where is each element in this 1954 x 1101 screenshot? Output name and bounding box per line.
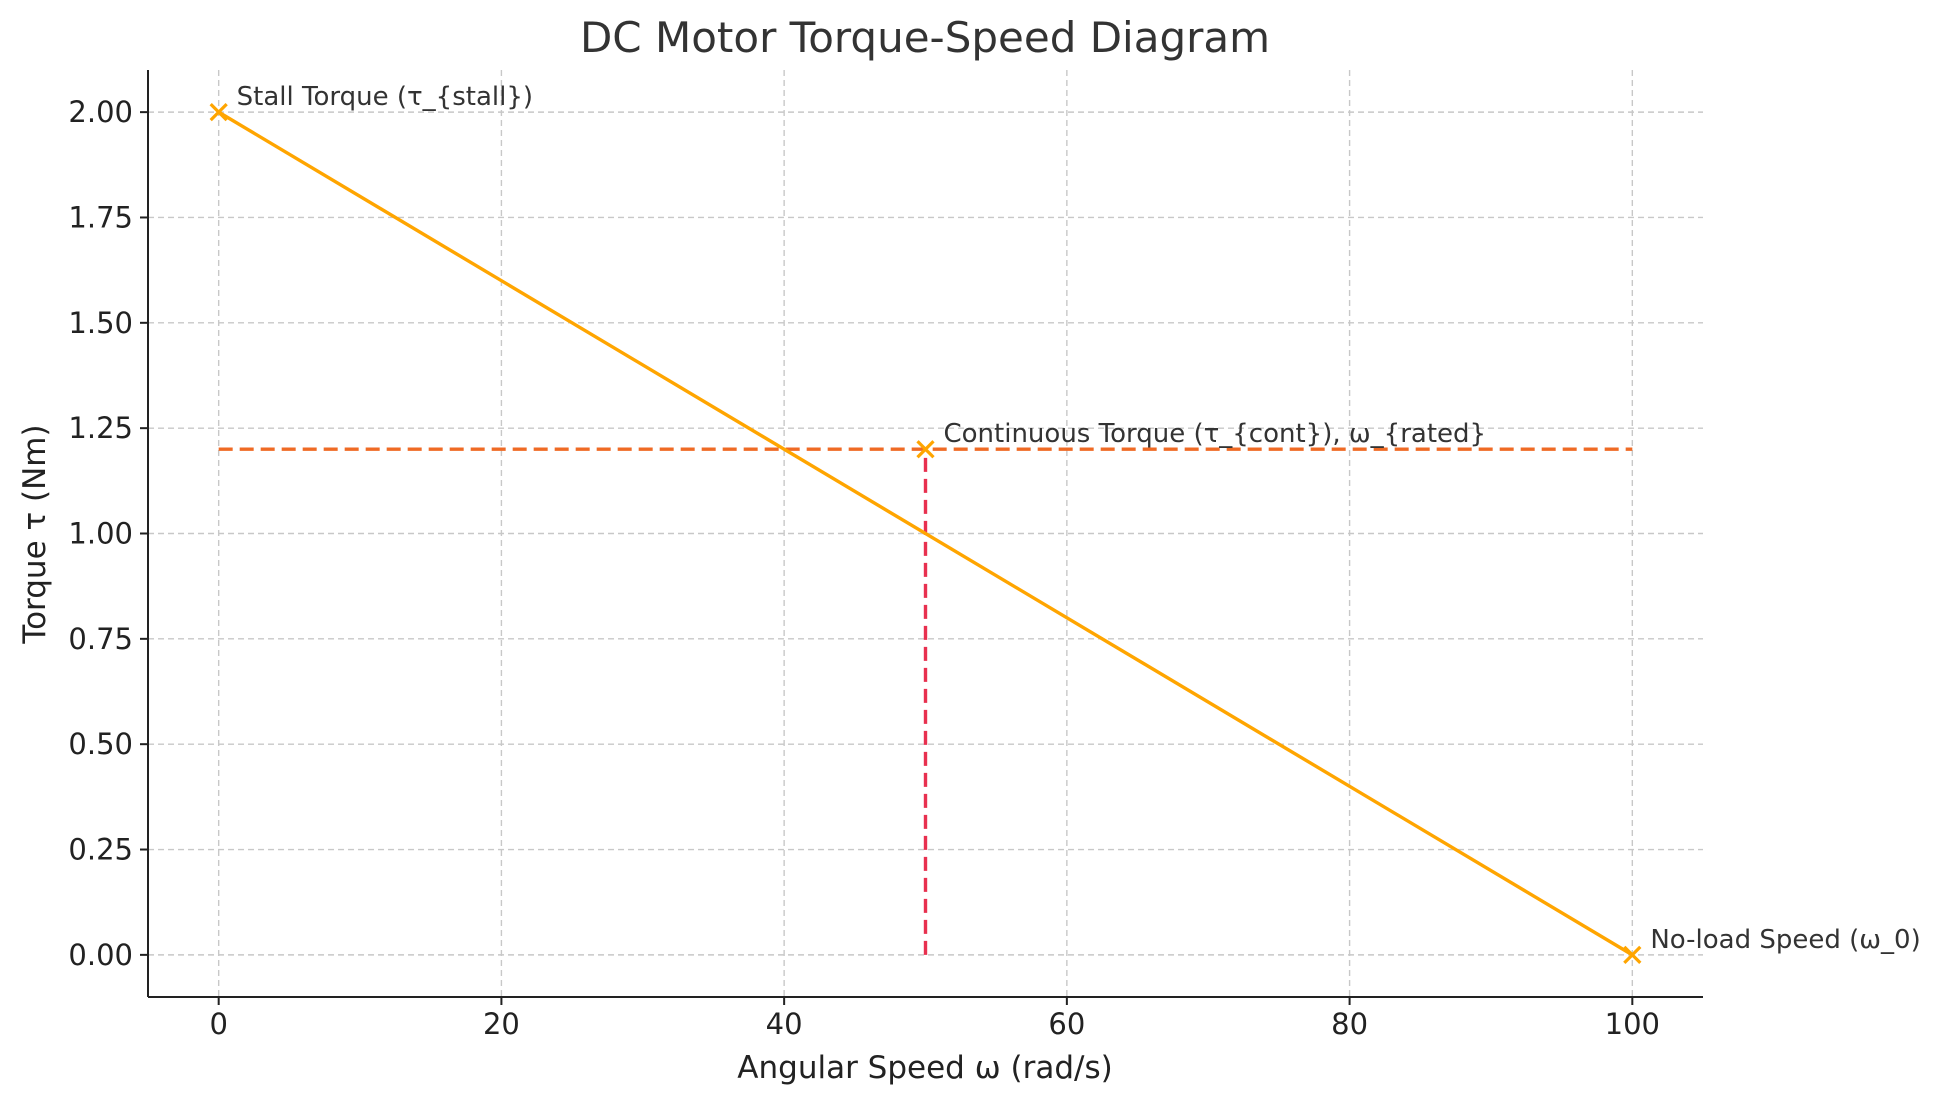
y-tick-label: 1.00 [68,517,133,551]
x-marker [916,440,935,459]
y-tick-label: 0.25 [68,833,133,867]
x-axis-label: Angular Speed ω (rad/s) [737,1050,1112,1086]
x-tick-label: 40 [766,1007,803,1041]
chart-title: DC Motor Torque-Speed Diagram [580,13,1270,62]
y-tick-label: 1.25 [68,411,133,445]
x-marker [1623,945,1642,964]
stall-torque-label: Stall Torque (τ_{stall}) [237,82,533,112]
y-axis-label: Torque τ (Nm) [17,424,53,644]
x-tick-label: 0 [209,1007,227,1041]
y-tick-label: 1.75 [68,200,133,234]
grid [148,70,1703,997]
x-marker [209,103,228,122]
torque-speed-line [217,110,1634,957]
ticks: 0 20 40 60 80 100 0.00 0.25 0.50 0.75 1.00 1.25 1.50… [68,95,1660,1041]
x-tick-label: 100 [1605,1007,1660,1041]
y-tick-label: 0.50 [68,727,133,761]
y-tick-label: 2.00 [68,95,133,129]
no-load-speed-label: No-load Speed (ω_0) [1650,925,1920,955]
markers: Stall Torque (τ_{stall}) Continuous Torqu… [209,82,1921,964]
y-tick-label: 0.00 [68,938,133,972]
y-tick-label: 0.75 [68,622,133,656]
x-tick-label: 60 [1048,1007,1085,1041]
y-tick-label: 1.50 [68,306,133,340]
x-tick-label: 80 [1331,1007,1368,1041]
continuous-torque-label: Continuous Torque (τ_{cont}), ω_{rated} [944,419,1487,449]
x-tick-label: 20 [483,1007,520,1041]
